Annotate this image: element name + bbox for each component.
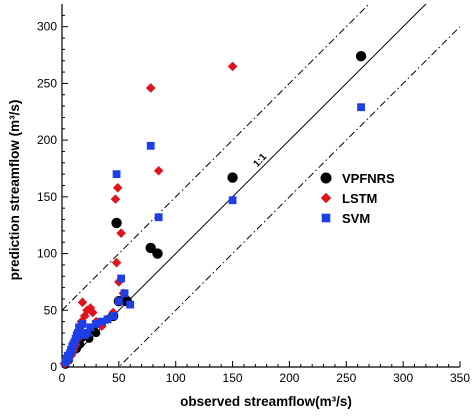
lstm-point bbox=[77, 297, 88, 308]
vpfnrs-point bbox=[152, 248, 163, 259]
svm-point bbox=[83, 329, 91, 337]
x-tick-label: 0 bbox=[59, 371, 66, 385]
lstm-point bbox=[110, 194, 121, 204]
x-tick-label: 350 bbox=[450, 371, 470, 385]
y-tick-label: 200 bbox=[37, 133, 57, 147]
vpfnrs-point bbox=[355, 50, 367, 62]
legend-marker-lstm bbox=[320, 192, 332, 204]
svm-point bbox=[103, 315, 112, 324]
lstm-point bbox=[112, 182, 123, 193]
svm-point bbox=[78, 319, 87, 328]
lstm-point bbox=[87, 307, 98, 318]
bound-line-lower bbox=[118, 26, 460, 367]
svm-point bbox=[76, 326, 85, 335]
svm-point bbox=[126, 300, 135, 309]
legend-marker-svm bbox=[321, 213, 331, 223]
x-axis-label: observed streamflow(m³/s) bbox=[180, 394, 352, 409]
lstm-point bbox=[227, 61, 238, 72]
svm-point bbox=[112, 170, 121, 179]
vpfnrs-point bbox=[111, 217, 122, 229]
one-to-one-label: 1:1 bbox=[251, 151, 269, 169]
svm-point bbox=[154, 213, 163, 222]
lstm-point bbox=[97, 321, 107, 331]
svm-point bbox=[146, 141, 155, 150]
svm-point bbox=[64, 354, 73, 362]
x-tick-label: 250 bbox=[336, 371, 356, 385]
data-points bbox=[59, 50, 367, 369]
legend-label-lstm: LSTM bbox=[342, 191, 377, 206]
x-tick-label: 100 bbox=[166, 371, 186, 385]
vpfnrs-point bbox=[227, 172, 238, 183]
svm-point bbox=[114, 297, 123, 306]
legend-marker-vpfnrs bbox=[320, 172, 332, 184]
svm-point bbox=[120, 289, 129, 298]
legend-label-svm: SVM bbox=[342, 211, 370, 226]
svm-point bbox=[117, 274, 126, 283]
y-tick-label: 50 bbox=[44, 303, 58, 317]
svm-point bbox=[109, 312, 118, 320]
bound-line-upper bbox=[62, 4, 370, 311]
x-tick-label: 300 bbox=[393, 371, 413, 385]
svm-point bbox=[86, 323, 95, 332]
y-tick-label: 100 bbox=[37, 247, 57, 261]
legend: VPFNRS LSTM SVM bbox=[320, 171, 395, 226]
y-tick-label: 0 bbox=[50, 360, 57, 374]
x-tick-label: 50 bbox=[112, 371, 126, 385]
svm-point bbox=[92, 319, 101, 328]
lstm-point bbox=[145, 83, 156, 93]
lstm-point bbox=[153, 165, 164, 176]
x-tick-label: 150 bbox=[223, 371, 243, 385]
one-to-one-line bbox=[62, 4, 427, 367]
legend-label-vpfnrs: VPFNRS bbox=[342, 171, 395, 186]
svm-point bbox=[97, 317, 106, 326]
axes: 0 50 100 150 200 250 300 350 0 50 100 150 200 250 300 bbox=[37, 4, 470, 385]
y-tick-label: 300 bbox=[37, 20, 57, 34]
vpfnrs-point bbox=[145, 242, 156, 254]
lstm-point bbox=[116, 228, 126, 238]
svm-point bbox=[357, 103, 365, 112]
lstm-point bbox=[111, 257, 122, 268]
x-tick-label: 200 bbox=[279, 371, 299, 385]
svm-point bbox=[228, 196, 237, 205]
y-tick-label: 250 bbox=[37, 76, 57, 90]
y-axis-label: prediction streamflow (m³/s) bbox=[7, 100, 22, 281]
y-tick-label: 150 bbox=[37, 190, 57, 204]
reference-lines bbox=[62, 4, 460, 367]
